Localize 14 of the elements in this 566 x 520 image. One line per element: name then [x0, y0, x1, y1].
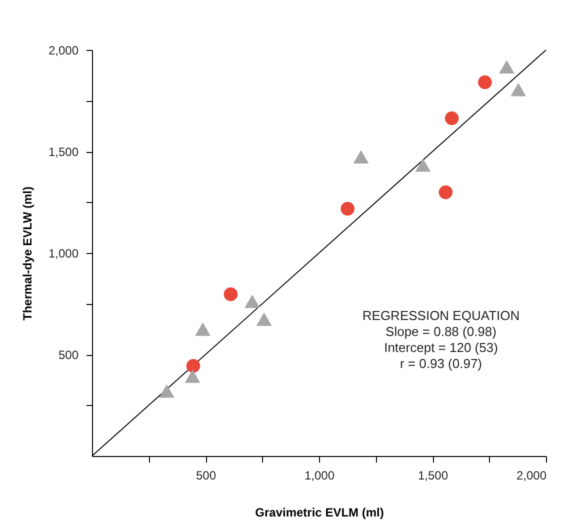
x-tick-label: 500: [196, 468, 216, 482]
annotation: Intercept = 120 (53): [384, 340, 498, 355]
y-tick-label: 2,000: [48, 44, 79, 58]
x-tick-label: 2,000: [516, 468, 547, 482]
y-tick-label: 500: [58, 348, 79, 362]
x-tick-label: 1,000: [304, 468, 335, 482]
annotation: Slope = 0.88 (0.98): [386, 324, 496, 339]
annotation: REGRESSION EQUATION: [362, 308, 520, 323]
y-tick-label: 1,000: [48, 246, 79, 260]
x-axis-title: Gravimetric EVLM (ml): [255, 506, 384, 520]
x-tick-label: 1,500: [418, 468, 448, 482]
y-axis-title: Thermal-dye EVLW (ml): [20, 186, 34, 321]
annotation: r = 0.93 (0.97): [400, 356, 482, 371]
y-tick-label: 1,500: [48, 145, 79, 159]
